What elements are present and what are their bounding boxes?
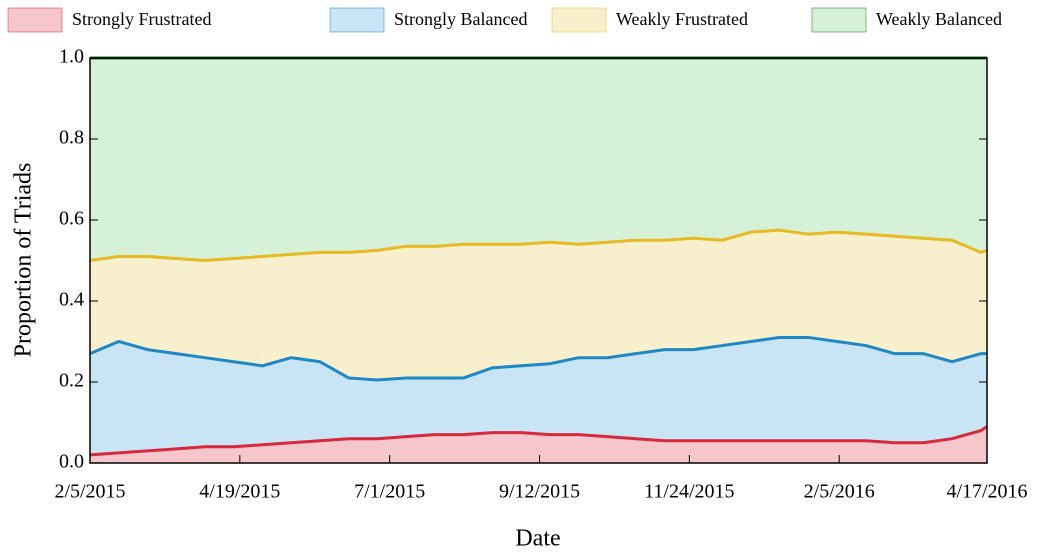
area [90, 58, 987, 261]
legend-label: Weakly Balanced [876, 9, 1002, 29]
x-axis-label: Date [515, 526, 560, 552]
series-line [89, 335, 987, 382]
x-tick-label: 7/1/2015 [354, 481, 425, 503]
y-tick-label: 0.8 [59, 127, 84, 149]
x-tick-label: 4/17/2016 [946, 481, 1027, 503]
legend-label: Strongly Balanced [394, 9, 527, 29]
legend-label: Strongly Frustrated [72, 9, 212, 29]
legend-label: Weakly Frustrated [616, 9, 748, 29]
legend-swatch [811, 7, 867, 33]
x-tick-label: 2/5/2015 [54, 481, 125, 503]
area [90, 230, 987, 380]
area [90, 426, 987, 463]
legend-swatch [329, 7, 385, 33]
y-tick-label: 0.0 [59, 451, 84, 473]
y-axis-label: Proportion of Triads [11, 163, 37, 358]
x-tick-label: 2/5/2016 [804, 481, 875, 503]
y-tick-label: 0.6 [59, 208, 84, 230]
legend-swatch [7, 7, 63, 33]
plot-frame [89, 57, 988, 464]
x-tick-label: 4/19/2015 [199, 481, 280, 503]
y-tick-label: 1.0 [59, 46, 84, 68]
area [90, 337, 987, 455]
x-tick-label: 9/12/2015 [499, 481, 580, 503]
series-line [89, 425, 988, 457]
y-tick-label: 0.4 [59, 289, 84, 311]
x-tick-label: 11/24/2015 [644, 481, 734, 503]
series-line [89, 228, 988, 263]
y-tick-label: 0.2 [59, 370, 84, 392]
legend-swatch [551, 7, 607, 33]
